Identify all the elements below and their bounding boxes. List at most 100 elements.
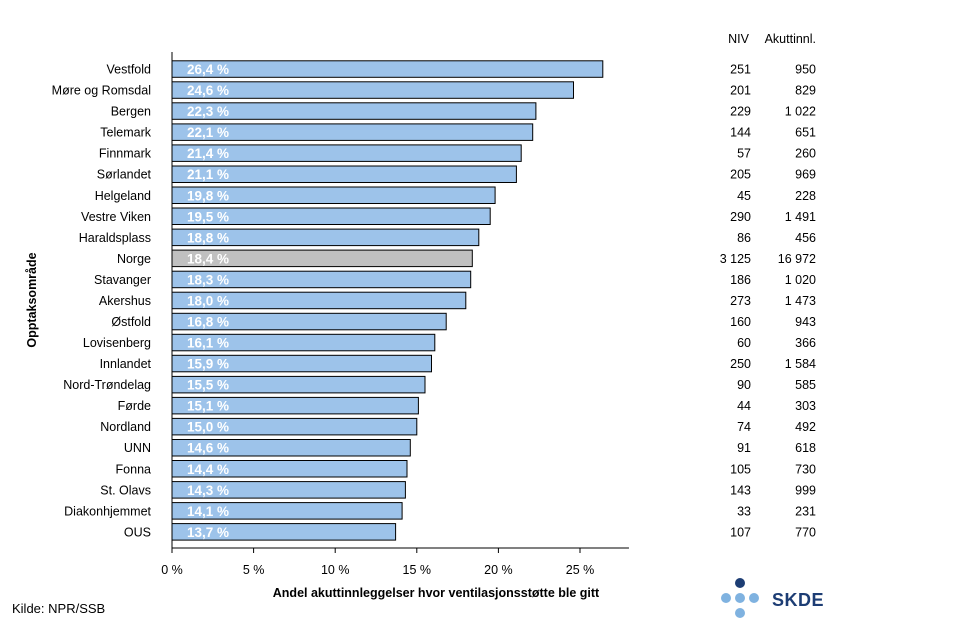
y-axis-label: Opptaksområde <box>25 252 39 347</box>
category-label: Akershus <box>99 294 151 308</box>
bar <box>171 60 604 78</box>
category-label: OUS <box>124 525 151 539</box>
niv-value: 250 <box>730 357 751 371</box>
logo-text: SKDE <box>772 590 825 610</box>
akuttinnl-value: 1 491 <box>785 210 816 224</box>
category-label: UNN <box>124 441 151 455</box>
data-label: 22,3 % <box>187 104 229 119</box>
data-label: 18,3 % <box>187 272 229 287</box>
data-label: 16,1 % <box>187 336 229 351</box>
niv-value: 57 <box>737 147 751 161</box>
category-label: Stavanger <box>94 273 151 287</box>
x-tick-label: 10 % <box>321 563 350 577</box>
data-label: 15,9 % <box>187 357 229 372</box>
data-label: 21,1 % <box>187 167 229 182</box>
category-label: Telemark <box>100 126 151 140</box>
table-row: St. Olavs 14,3 % 143 999 <box>100 481 816 499</box>
data-label: 13,7 % <box>187 525 229 540</box>
table-row: Bergen 22,3 % 229 1 022 <box>111 102 816 120</box>
logo-dot <box>735 593 745 603</box>
category-label: Haraldsplass <box>79 231 151 245</box>
table-row: Diakonhjemmet 14,1 % 33 231 <box>64 502 816 520</box>
data-label: 18,4 % <box>187 251 229 266</box>
data-label: 14,3 % <box>187 483 229 498</box>
akuttinnl-value: 730 <box>795 462 816 476</box>
akuttinnl-value: 16 972 <box>778 252 816 266</box>
akuttinnl-value: 1 020 <box>785 273 816 287</box>
akuttinnl-value: 651 <box>795 126 816 140</box>
niv-value: 86 <box>737 231 751 245</box>
table-row: Fonna 14,4 % 105 730 <box>116 460 816 478</box>
akuttinnl-value: 492 <box>795 420 816 434</box>
akuttinnl-value: 1 584 <box>785 357 816 371</box>
akuttinnl-value: 303 <box>795 399 816 413</box>
niv-value: 44 <box>737 399 751 413</box>
logo-dot <box>721 593 731 603</box>
data-label: 15,0 % <box>187 420 229 435</box>
niv-value: 45 <box>737 189 751 203</box>
category-label: Norge <box>117 252 151 266</box>
table-row: Akershus 18,0 % 273 1 473 <box>99 291 816 310</box>
table-row: Nordland 15,0 % 74 492 <box>100 417 816 436</box>
niv-value: 144 <box>730 126 751 140</box>
akuttinnl-value: 969 <box>795 168 816 182</box>
data-label: 22,1 % <box>187 125 229 140</box>
table-row: OUS 13,7 % 107 770 <box>124 523 816 541</box>
category-label: Helgeland <box>95 189 151 203</box>
akuttinnl-value: 585 <box>795 378 816 392</box>
akuttinnl-value: 618 <box>795 441 816 455</box>
table-row: Nord-Trøndelag 15,5 % 90 585 <box>63 375 816 394</box>
table-row: Østfold 16,8 % 160 943 <box>111 312 816 331</box>
category-label: St. Olavs <box>100 483 151 497</box>
akuttinnl-value: 943 <box>795 315 816 329</box>
category-label: Bergen <box>111 105 151 119</box>
niv-value: 290 <box>730 210 751 224</box>
x-tick-label: 5 % <box>243 563 265 577</box>
niv-value: 160 <box>730 315 751 329</box>
niv-value: 3 125 <box>720 252 751 266</box>
table-row: Helgeland 19,8 % 45 228 <box>95 186 816 204</box>
akuttinnl-value: 1 022 <box>785 105 816 119</box>
akuttinnl-value: 366 <box>795 336 816 350</box>
logo-dot <box>735 608 745 618</box>
niv-value: 205 <box>730 168 751 182</box>
data-label: 16,8 % <box>187 315 229 330</box>
data-label: 26,4 % <box>187 62 229 77</box>
table-row: UNN 14,6 % 91 618 <box>124 439 816 457</box>
category-label: Fonna <box>116 462 151 476</box>
niv-value: 251 <box>730 63 751 77</box>
table-row: Innlandet 15,9 % 250 1 584 <box>100 354 816 373</box>
dots-logo-icon <box>721 578 759 618</box>
niv-value: 74 <box>737 420 751 434</box>
logo-dot <box>735 578 745 588</box>
category-label: Nord-Trøndelag <box>63 378 151 392</box>
akuttinnl-value: 456 <box>795 231 816 245</box>
niv-value: 91 <box>737 441 751 455</box>
data-label: 15,1 % <box>187 399 229 414</box>
x-tick-label: 15 % <box>403 563 432 577</box>
category-label: Førde <box>118 399 151 413</box>
data-label: 19,8 % <box>187 188 229 203</box>
niv-value: 201 <box>730 84 751 98</box>
x-tick-label: 25 % <box>566 563 595 577</box>
category-label: Østfold <box>111 315 151 329</box>
niv-value: 33 <box>737 504 751 518</box>
table-row: Møre og Romsdal 24,6 % 201 829 <box>52 81 816 99</box>
data-label: 14,1 % <box>187 504 229 519</box>
table-header-akuttinnl: Akuttinnl. <box>765 32 816 46</box>
table-row: Sørlandet 21,1 % 205 969 <box>97 165 816 183</box>
category-label: Innlandet <box>100 357 152 371</box>
source-note: Kilde: NPR/SSB <box>12 601 106 616</box>
akuttinnl-value: 228 <box>795 189 816 203</box>
table-row: Vestfold 26,4 % 251 950 <box>107 60 816 78</box>
akuttinnl-value: 260 <box>795 147 816 161</box>
data-label: 15,5 % <box>187 378 229 393</box>
niv-value: 60 <box>737 336 751 350</box>
category-label: Sørlandet <box>97 168 152 182</box>
table-row: Norge 18,4 % 3 125 16 972 <box>117 249 816 268</box>
x-tick-label: 0 % <box>161 563 183 577</box>
data-label: 14,4 % <box>187 462 229 477</box>
logo-dot <box>749 593 759 603</box>
data-label: 18,8 % <box>187 230 229 245</box>
